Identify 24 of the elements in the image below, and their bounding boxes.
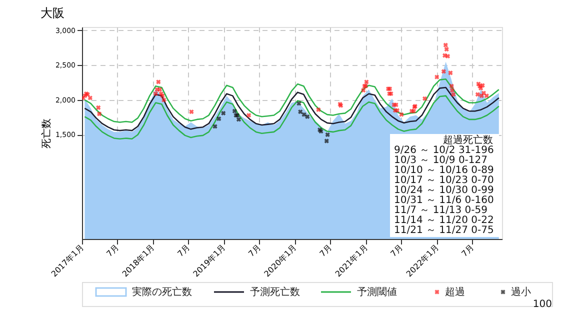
annotation: 11/7 ～ 11/13 0-59	[394, 205, 488, 216]
legend-label: 実際の死亡数	[132, 286, 192, 298]
annotation: 11/14 ～ 11/20 0-22	[394, 215, 494, 226]
x-tick-label: 7月	[460, 242, 476, 259]
legend-label: 予測死亡数	[250, 286, 300, 298]
chart-title: 大阪	[40, 6, 64, 20]
annotation: 9/26 ～ 10/2 31-196	[394, 145, 494, 156]
x-tick-label: 7月	[246, 242, 262, 259]
legend-label: 予測閾値	[357, 286, 397, 298]
annotation: 超過死亡数	[443, 134, 493, 146]
x-tick-label: 7月	[104, 242, 121, 259]
annotation: 10/17 ～ 10/23 0-70	[394, 175, 494, 186]
x-tick-label: 7月	[318, 242, 334, 259]
annotation: 10/31 ～ 11/6 0-160	[394, 195, 494, 206]
y-axis-title: 死亡数	[40, 118, 52, 148]
legend-label: 超過	[445, 286, 465, 298]
annotation: 11/21 ～ 11/27 0-75	[394, 225, 494, 236]
legend-label: 過小	[511, 286, 531, 298]
annotation: 10/24 ～ 10/30 0-99	[394, 185, 494, 196]
x-tick-label: 7月	[388, 242, 405, 259]
text: 100	[532, 299, 552, 310]
annotation: 10/3 ～ 10/9 0-127	[394, 155, 488, 166]
annotation: 10/10 ～ 10/16 0-89	[394, 165, 494, 176]
x-tick-label: 7月	[176, 242, 192, 259]
